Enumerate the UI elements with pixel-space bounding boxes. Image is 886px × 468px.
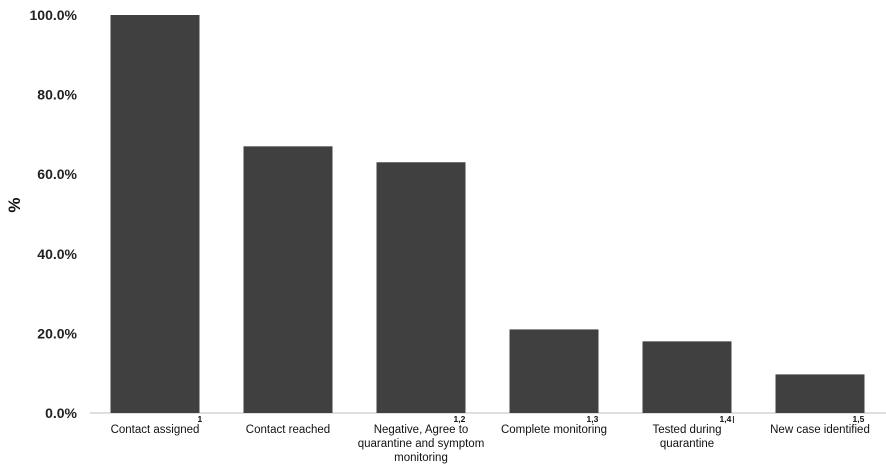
y-tick-label: 100.0% [30,7,78,23]
y-tick-label: 80.0% [37,87,77,103]
x-tick-label-line: Complete monitoring [500,424,608,436]
y-axis: 0.0% 20.0% 40.0% 60.0% 80.0% 100.0% [30,7,78,421]
bar [110,15,200,413]
y-tick-label: 0.0% [45,405,77,421]
bar [775,374,865,413]
x-tick-label-line: quarantine [659,438,715,450]
footnote-superscript: 1,4 [719,414,732,424]
stray-mark: I [732,415,735,426]
y-tick-label: 60.0% [37,166,77,182]
bars-group [110,15,865,413]
footnote-superscript: 1,3 [586,414,599,424]
x-tick-label: New case identified [755,423,885,437]
x-tick-label-line: Contact reached [245,424,331,436]
x-tick-label: Complete monitoring [489,423,619,437]
footnote-superscript: 1,2 [453,414,466,424]
x-tick-label: Negative, Agree to quarantine and symptom… [356,423,486,465]
x-tick-label-line: Contact assigned [110,424,200,436]
footnote-superscript: 1 [197,414,203,424]
x-tick-label-line: quarantine and symptom [357,438,485,450]
x-tick-label-line: Negative, Agree to [373,424,469,436]
footnote-superscript: 1,5 [852,414,865,424]
x-tick-label: Contact assigned [90,423,220,437]
bar [509,329,599,413]
x-tick-label-line: Tested during [652,424,722,436]
bar [642,341,732,413]
bar [376,162,466,413]
x-tick-label-line: New case identified [770,424,870,436]
y-axis-label: % [5,197,24,212]
x-tick-label: Tested during quarantine [622,423,752,451]
bar [243,146,333,413]
y-tick-label: 40.0% [37,246,77,262]
y-tick-label: 20.0% [37,325,77,341]
x-tick-label-line: monitoring [394,452,448,464]
x-tick-label: Contact reached [223,423,353,437]
